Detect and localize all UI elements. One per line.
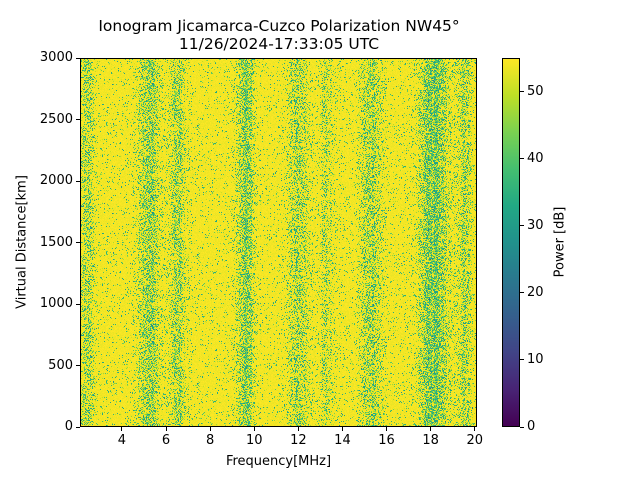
x-tick: [341, 427, 343, 431]
chart-subtitle: 11/26/2024-17:33:05 UTC: [178, 35, 380, 53]
x-tick-label: 4: [117, 433, 127, 448]
y-tick-label: 3000: [39, 50, 73, 65]
y-tick-label: 500: [48, 357, 73, 373]
x-tick-label: 18: [422, 433, 439, 448]
y-tick-label: 2000: [39, 173, 73, 188]
colorbar-tick: [520, 91, 524, 93]
colorbar-tick-label: 50: [527, 83, 544, 99]
x-tick-label: 10: [245, 433, 263, 448]
x-tick: [474, 427, 476, 431]
y-tick-label: 1500: [39, 234, 73, 250]
y-tick-label: 0: [64, 419, 73, 434]
x-tick-label: 20: [466, 433, 484, 448]
colorbar-tick: [520, 426, 524, 428]
plot-frame: [80, 58, 477, 427]
y-tick: [76, 365, 80, 366]
colorbar-tick: [520, 292, 524, 294]
y-tick-label: 1000: [39, 296, 73, 311]
colorbar-tick: [520, 225, 524, 227]
colorbar-label: Power [dB]: [552, 206, 568, 278]
y-tick: [76, 119, 80, 120]
chart-title: Ionogram Jicamarca-Cuzco Polarization NW…: [98, 17, 460, 35]
y-tick: [76, 303, 80, 305]
colorbar-tick-label: 20: [527, 284, 544, 300]
x-tick-label: 16: [378, 433, 395, 448]
x-tick-label: 8: [205, 433, 215, 448]
x-tick: [165, 427, 167, 431]
y-tick: [76, 426, 80, 428]
y-tick-label: 2500: [39, 111, 73, 127]
x-tick: [297, 427, 299, 431]
y-tick: [76, 242, 80, 243]
colorbar-tick-label: 30: [527, 217, 544, 233]
colorbar-tick-label: 40: [527, 150, 544, 166]
x-tick: [253, 427, 255, 431]
colorbar: [502, 58, 520, 427]
x-axis-label: Frequency[MHz]: [225, 454, 332, 469]
x-tick: [386, 427, 388, 431]
x-tick: [121, 427, 123, 431]
x-tick: [209, 427, 211, 431]
x-tick-label: 12: [290, 433, 307, 448]
colorbar-gradient: [503, 59, 519, 426]
y-axis-label: Virtual Distance[km]: [14, 175, 30, 309]
colorbar-tick-label: 0: [527, 419, 536, 434]
colorbar-tick: [520, 359, 524, 361]
y-tick: [76, 57, 80, 59]
y-tick: [76, 180, 80, 182]
colorbar-tick-label: 10: [527, 351, 544, 367]
colorbar-tick: [520, 158, 524, 160]
x-tick: [430, 427, 432, 431]
x-tick-label: 6: [161, 433, 171, 448]
ionogram-heatmap: [81, 59, 476, 426]
x-tick-label: 14: [334, 433, 351, 448]
